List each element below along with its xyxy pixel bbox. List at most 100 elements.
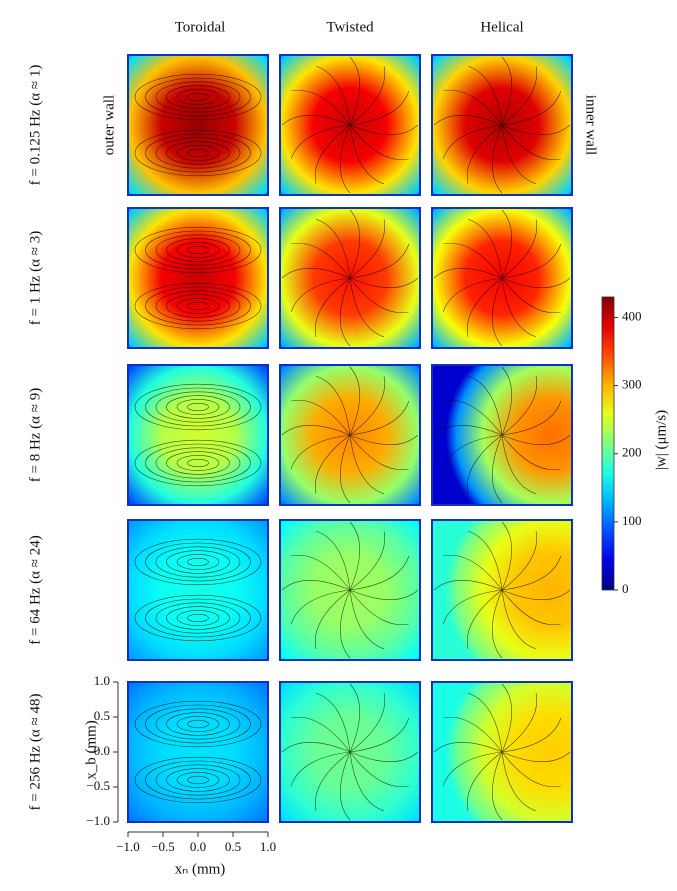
streamline: [145, 704, 251, 744]
streamline: [315, 218, 351, 279]
streamline: [166, 238, 230, 262]
streamline: [281, 115, 351, 126]
streamline: [166, 606, 230, 630]
streamline: [349, 66, 386, 126]
streamline: [145, 443, 251, 483]
streamline: [291, 89, 351, 126]
streamline: [145, 77, 251, 117]
heatmap-panel: [127, 207, 269, 349]
streamline: [466, 751, 503, 811]
colorbar-tick-label: 400: [622, 308, 642, 323]
streamline: [281, 580, 351, 591]
streamline: [501, 589, 537, 650]
row-label: f = 256 Hz (α ≈ 48): [27, 693, 43, 810]
streamline: [155, 290, 241, 322]
colorbar-label: |w| (μm/s): [653, 410, 669, 470]
streamline: [501, 717, 562, 753]
streamline: [290, 751, 351, 787]
streamline: [187, 613, 209, 623]
y-tick-label: −0.5: [86, 778, 110, 793]
streamline: [176, 298, 220, 314]
streamline: [501, 683, 512, 753]
streamline: [442, 124, 503, 160]
streamline: [349, 90, 410, 126]
colorbar-tick-label: 0: [622, 581, 629, 596]
streamlines: [281, 366, 419, 504]
streamline: [187, 719, 209, 729]
streamline: [349, 277, 419, 288]
streamlines: [281, 209, 419, 347]
streamline: [501, 555, 562, 591]
streamline: [349, 243, 410, 279]
streamlines: [134, 383, 262, 487]
streamline: [176, 716, 220, 732]
streamline: [340, 434, 351, 504]
y-tick-label: 0.0: [94, 743, 110, 758]
streamline: [501, 124, 561, 161]
streamline: [467, 692, 503, 753]
streamline: [443, 89, 503, 126]
streamline: [176, 772, 220, 788]
row-label: f = 1 Hz (α ≈ 3): [27, 231, 43, 326]
streamline: [501, 209, 512, 279]
streamline: [349, 56, 360, 126]
streamline: [134, 73, 262, 121]
streamline: [187, 301, 209, 311]
x-axis-label: xₙ (mm): [175, 861, 226, 877]
streamline: [349, 434, 409, 471]
streamline: [501, 751, 537, 812]
heatmap-panel: [127, 54, 269, 196]
streamlines: [134, 700, 262, 804]
streamline: [442, 277, 503, 313]
streamline: [340, 277, 351, 347]
streamline: [349, 366, 360, 436]
streamline: [155, 546, 241, 578]
streamline: [340, 589, 351, 659]
streamline: [433, 425, 503, 436]
streamline: [187, 245, 209, 255]
streamline: [134, 129, 262, 177]
streamline: [166, 550, 230, 574]
streamline: [166, 451, 230, 475]
streamline: [443, 399, 503, 436]
streamline: [349, 751, 419, 762]
streamline: [155, 391, 241, 423]
streamline: [155, 447, 241, 479]
streamlines: [433, 56, 571, 194]
streamline: [501, 693, 538, 753]
streamline: [492, 124, 503, 194]
y-tick-label: 1.0: [94, 673, 110, 688]
streamline: [291, 554, 351, 591]
streamline: [492, 277, 503, 347]
column-title: Toroidal: [175, 19, 226, 35]
streamline: [145, 387, 251, 427]
streamline: [349, 589, 409, 626]
x-tick-label: −1.0: [116, 839, 140, 854]
streamline: [433, 115, 503, 126]
streamline: [501, 124, 537, 185]
streamline: [176, 455, 220, 471]
streamline: [281, 742, 351, 753]
x-tick-label: 0.0: [190, 839, 206, 854]
streamline: [501, 277, 571, 288]
streamline: [501, 400, 562, 436]
streamline: [281, 268, 351, 279]
streamline: [290, 277, 351, 313]
streamline: [501, 751, 561, 788]
streamline: [315, 692, 351, 753]
streamline: [187, 402, 209, 412]
streamline: [145, 598, 251, 638]
streamline: [501, 589, 561, 626]
row-label: f = 8 Hz (α ≈ 9): [27, 388, 43, 483]
row-label: f = 64 Hz (α ≈ 24): [27, 535, 43, 645]
row-label: f = 0.125 Hz (α ≈ 1): [27, 65, 43, 186]
streamline: [349, 555, 410, 591]
streamline: [501, 56, 512, 126]
streamlines: [433, 521, 571, 659]
streamline: [466, 277, 503, 337]
streamline: [467, 218, 503, 279]
streamline: [466, 589, 503, 649]
streamline: [291, 399, 351, 436]
streamline: [349, 521, 360, 591]
